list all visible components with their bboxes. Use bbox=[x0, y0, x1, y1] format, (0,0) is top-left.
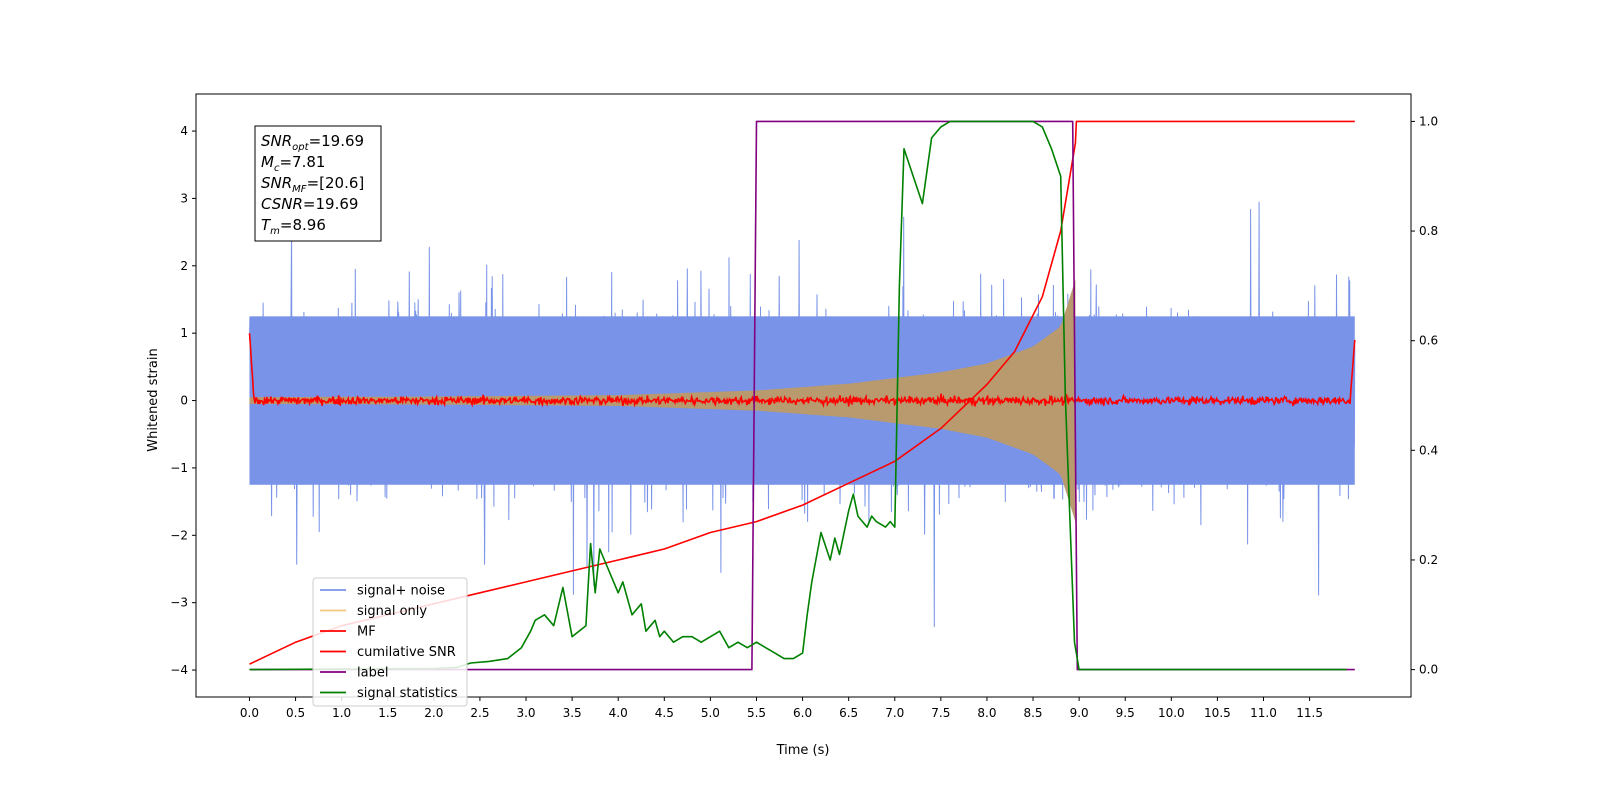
y-tick-label-right: 0.4 bbox=[1419, 443, 1438, 457]
y-tick-label-left: 1 bbox=[180, 326, 188, 340]
y-tick-label-left: −2 bbox=[170, 528, 188, 542]
legend-label: signal+ noise bbox=[357, 584, 445, 599]
x-tick-label: 7.0 bbox=[885, 706, 904, 720]
annotation-line: CSNR=19.69 bbox=[261, 195, 358, 213]
x-tick-label: 4.0 bbox=[609, 706, 628, 720]
x-tick-label: 10.5 bbox=[1204, 706, 1231, 720]
annotation-line: Tm=8.96 bbox=[261, 216, 326, 237]
y-tick-label-right: 1.0 bbox=[1419, 114, 1438, 128]
y-tick-label-left: 2 bbox=[180, 259, 188, 273]
y-axis-label: Whitened strain bbox=[146, 348, 161, 451]
plot-frame bbox=[195, 93, 1412, 698]
y-tick-label-left: 0 bbox=[180, 394, 188, 408]
x-tick-label: 5.0 bbox=[701, 706, 720, 720]
x-tick-label: 9.0 bbox=[1070, 706, 1089, 720]
x-tick-label: 3.0 bbox=[516, 706, 535, 720]
x-tick-label: 1.5 bbox=[378, 706, 397, 720]
series-signal-noise bbox=[249, 201, 1356, 628]
x-axis-label: Time (s) bbox=[776, 743, 830, 758]
x-tick-label: 0.5 bbox=[286, 706, 305, 720]
series-signal-statistics bbox=[249, 120, 1347, 671]
legend-frame bbox=[312, 577, 468, 707]
x-tick-label: 8.5 bbox=[1023, 706, 1042, 720]
x-tick-label: 6.5 bbox=[839, 706, 858, 720]
legend-label: signal only bbox=[357, 604, 427, 619]
y-tick-label-right: 0.8 bbox=[1419, 224, 1438, 238]
y-tick-label-left: 4 bbox=[180, 124, 188, 138]
annotation-line: Mc=7.81 bbox=[261, 153, 325, 174]
x-tick-label: 2.0 bbox=[424, 706, 443, 720]
legend: signal+ noise signal only MF cumilative SNR… bbox=[312, 577, 468, 707]
x-tick-label: 8.0 bbox=[977, 706, 996, 720]
y-tick-label-left: −1 bbox=[170, 461, 188, 475]
y-tick-label-right: 0.6 bbox=[1419, 334, 1438, 348]
x-tick-label: 2.5 bbox=[470, 706, 489, 720]
y-tick-label-left: 3 bbox=[180, 191, 188, 205]
legend-label: label bbox=[357, 666, 388, 681]
legend-label: signal statistics bbox=[357, 686, 458, 701]
y-tick-label-right: 0.2 bbox=[1419, 553, 1438, 567]
annotation-box: SNRopt=19.69Mc=7.81SNRMF=[20.6]CSNR=19.6… bbox=[254, 125, 382, 242]
annotation-frame bbox=[254, 125, 382, 242]
x-tick-label: 3.5 bbox=[563, 706, 582, 720]
legend-label: cumilative SNR bbox=[357, 645, 456, 660]
x-tick-label: 11.5 bbox=[1296, 706, 1323, 720]
x-tick-label: 0.0 bbox=[240, 706, 259, 720]
y-tick-label-left: −3 bbox=[170, 596, 188, 610]
x-tick-label: 1.0 bbox=[332, 706, 351, 720]
series-mf bbox=[248, 333, 1356, 409]
y-tick-label-left: −4 bbox=[170, 663, 188, 677]
x-tick-label: 4.5 bbox=[655, 706, 674, 720]
mf-line bbox=[248, 333, 1356, 409]
x-tick-label: 10.0 bbox=[1158, 706, 1185, 720]
x-tick-label: 5.5 bbox=[747, 706, 766, 720]
annotation-line: SNRMF=[20.6] bbox=[261, 174, 364, 195]
y-tick-label-right: 0.0 bbox=[1419, 663, 1438, 677]
x-tick-label: 7.5 bbox=[931, 706, 950, 720]
x-tick-label: 11.0 bbox=[1250, 706, 1277, 720]
legend-label: MF bbox=[357, 625, 376, 640]
x-tick-label: 9.5 bbox=[1116, 706, 1135, 720]
x-tick-label: 6.0 bbox=[793, 706, 812, 720]
annotation-line: SNRopt=19.69 bbox=[261, 132, 364, 153]
